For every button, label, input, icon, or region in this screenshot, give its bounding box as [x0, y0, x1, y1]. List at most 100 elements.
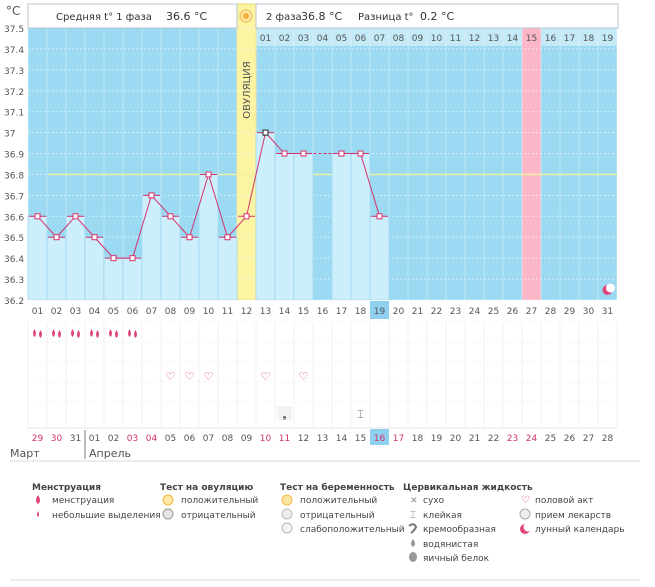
bottom-date-label: 13 [317, 434, 328, 444]
top-date-label: 31 [602, 307, 613, 317]
menstruation-drop-icon [58, 330, 61, 338]
top-date-label: 14 [279, 307, 291, 317]
top-date-label: 20 [393, 307, 405, 317]
bottom-date-label: 07 [203, 434, 214, 444]
phase1-value: 36.6 °C [166, 10, 207, 23]
sun-icon [239, 9, 253, 23]
diff-label: Разница t° [358, 12, 414, 23]
temp-line-segment [246, 132, 266, 217]
menstruation-drop-icon [36, 495, 40, 504]
phase2-day-label: 19 [602, 34, 614, 44]
bottom-date-label: 03 [127, 434, 138, 444]
top-date-label: 15 [298, 307, 309, 317]
temp-line-segment [360, 153, 380, 217]
cervical-icon: ⌶ [357, 408, 364, 421]
bottom-date-label: 16 [374, 434, 386, 444]
temp-bar [331, 153, 352, 301]
top-date-label: 17 [336, 307, 347, 317]
temp-point [91, 234, 98, 241]
top-date-label: 11 [222, 307, 233, 317]
moon-icon [520, 522, 533, 534]
bottom-date-label: 09 [241, 434, 253, 444]
y-tick-label: 37.3 [4, 67, 24, 77]
legend-cervical-eggwhite: яичный белок [423, 554, 490, 564]
temp-point [186, 234, 193, 241]
plot-background [28, 28, 617, 300]
top-date-label: 24 [469, 307, 481, 317]
menstruation-drop-icon [134, 330, 137, 338]
top-date-label: 23 [450, 307, 461, 317]
temp-bar [84, 236, 105, 301]
ovulation-negative-icon [162, 508, 174, 520]
y-tick-label: 37.5 [4, 25, 24, 35]
legend-sex: половой акт [535, 496, 593, 506]
bottom-date-label: 25 [545, 434, 556, 444]
bottom-date-label: 06 [184, 434, 196, 444]
legend-menstruation-title: Менструация [32, 483, 101, 493]
temp-bar [255, 132, 276, 301]
today-highlight [370, 301, 389, 319]
top-date-label: 19 [374, 307, 386, 317]
y-tick-label: 36.5 [4, 234, 24, 244]
legend: Менструация менструация небольшие выделе… [32, 482, 625, 564]
y-tick-label: 37.4 [4, 46, 24, 56]
bottom-date-label: 28 [602, 434, 614, 444]
watery-icon [411, 539, 415, 547]
sticky-icon: ⌶ [410, 510, 416, 521]
legend-ovulation-title: Тест на овуляцию [160, 483, 253, 493]
unit-label: °C [6, 4, 20, 18]
temp-bar [103, 257, 124, 301]
temp-point [262, 129, 269, 136]
temp-line-segment [75, 215, 95, 238]
top-date-label: 12 [241, 307, 252, 317]
menstruation-drop-icon [77, 330, 80, 338]
phase2-day-label: 10 [431, 34, 443, 44]
y-tick-label: 37.1 [4, 109, 24, 119]
temp-point [148, 192, 155, 199]
phase2-day-label: 16 [545, 34, 557, 44]
bottom-date-label: 08 [222, 434, 234, 444]
menstruation-drop-icon [128, 329, 131, 337]
temp-bar [122, 257, 143, 301]
legend-pregnancy-title: Тест на беременность [280, 482, 395, 493]
bottom-date-label: 04 [146, 434, 158, 444]
temp-line-segment [132, 195, 152, 259]
temp-bar [65, 216, 86, 301]
temp-bar [27, 216, 48, 301]
legend-ovulation-negative: отрицательный [181, 511, 256, 521]
top-date-label: 05 [108, 307, 119, 317]
legend-cervical-watery: водянистая [423, 540, 478, 550]
moon-icon-mask [606, 283, 615, 293]
small-drop-icon [37, 511, 39, 517]
temp-line-segment [151, 195, 171, 217]
bottom-date-label: 02 [108, 434, 119, 444]
temp-line-segment [265, 132, 285, 154]
temp-point [72, 213, 79, 220]
top-date-label: 21 [412, 307, 423, 317]
y-tick-label: 37 [4, 130, 15, 140]
legend-ovulation-positive: положительный [181, 496, 258, 506]
legend-pregnancy-negative: отрицательный [300, 511, 375, 521]
pregnancy-positive-icon [281, 494, 293, 506]
y-tick-label: 36.3 [4, 276, 24, 286]
temp-bar [198, 174, 219, 301]
phase1-label: Средняя t° 1 фаза [56, 12, 152, 23]
bottom-date-label: 24 [526, 434, 538, 444]
month-march: Март [10, 447, 40, 460]
top-date-label: 04 [89, 307, 101, 317]
top-date-label: 07 [146, 307, 157, 317]
menstruation-drop-icon [52, 329, 55, 337]
top-date-label: 22 [431, 307, 442, 317]
menstruation-drop-icon [109, 329, 112, 337]
bottom-date-label: 31 [70, 434, 81, 444]
pregnancy-weak-icon [281, 522, 293, 534]
temp-point [129, 255, 136, 262]
top-date-label: 02 [51, 307, 62, 317]
menstruation-drop-icon [115, 330, 118, 338]
top-date-label: 03 [70, 307, 81, 317]
temp-point [224, 234, 231, 241]
top-date-label: 27 [526, 307, 537, 317]
temp-line-segment [227, 215, 247, 238]
temp-line-segment [189, 174, 209, 238]
